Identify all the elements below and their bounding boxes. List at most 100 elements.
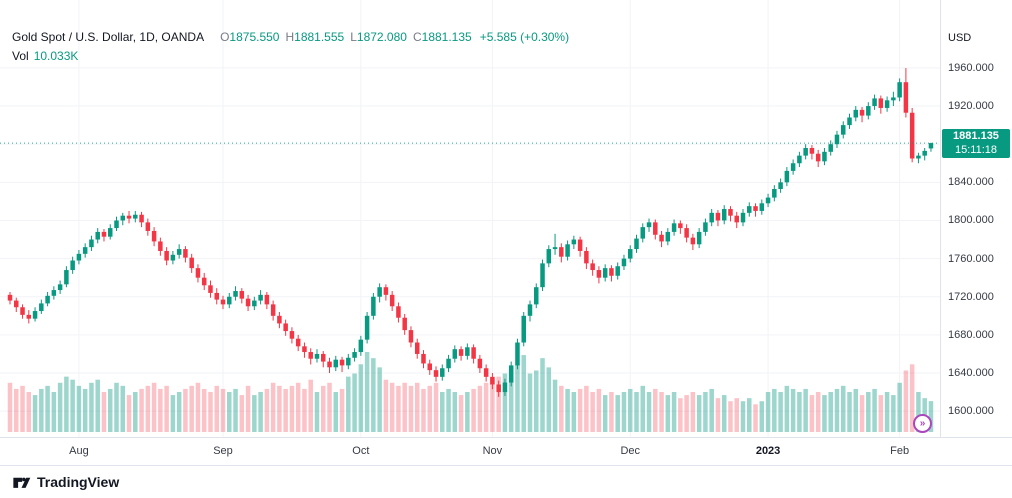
candle-body bbox=[107, 228, 113, 237]
volume-bar bbox=[465, 392, 470, 432]
footer-bar: TradingView bbox=[0, 465, 1012, 498]
candle-body bbox=[747, 206, 752, 213]
candle-body bbox=[239, 291, 245, 299]
candle-body bbox=[471, 347, 476, 359]
volume-bar bbox=[772, 388, 777, 432]
volume-bar bbox=[815, 392, 821, 432]
candle-body bbox=[665, 231, 671, 242]
time-tick-label: Sep bbox=[213, 445, 233, 457]
change-value: +5.585 (+0.30%) bbox=[479, 30, 570, 44]
volume-bar bbox=[571, 392, 577, 432]
volume-bar bbox=[289, 385, 295, 432]
candle-body bbox=[352, 352, 357, 358]
jump-to-realtime-button[interactable]: » bbox=[913, 414, 932, 433]
time-tick-label: Dec bbox=[620, 445, 641, 457]
volume-bar bbox=[396, 385, 401, 432]
volume-bar bbox=[321, 385, 326, 432]
candle-body bbox=[703, 222, 708, 232]
volume-bar bbox=[897, 382, 902, 432]
ohlc-high-value: 1881.555 bbox=[294, 30, 345, 44]
candle-body bbox=[577, 239, 583, 251]
volume-bar bbox=[220, 388, 226, 432]
candle-body bbox=[765, 197, 771, 204]
candle-body bbox=[51, 290, 57, 296]
candle-body bbox=[327, 361, 332, 368]
candle-body bbox=[364, 315, 370, 340]
candle-body bbox=[621, 258, 627, 267]
volume-bar bbox=[101, 392, 107, 432]
volume-bar bbox=[39, 388, 44, 432]
volume-bar bbox=[584, 385, 589, 432]
candle-body bbox=[26, 314, 32, 319]
candle-body bbox=[878, 98, 884, 108]
candle-body bbox=[715, 212, 721, 221]
candle-body bbox=[872, 98, 877, 107]
candle-body bbox=[659, 234, 664, 242]
candle-body bbox=[89, 239, 94, 248]
volume-bar bbox=[158, 388, 163, 432]
volume-bar bbox=[64, 376, 69, 432]
candle-body bbox=[302, 346, 307, 353]
candle-body bbox=[928, 143, 934, 149]
tradingview-logo-icon bbox=[12, 473, 31, 492]
tradingview-brand-link[interactable]: TradingView bbox=[12, 473, 119, 492]
candle-body bbox=[57, 284, 63, 291]
volume-bar bbox=[82, 388, 88, 432]
candle-body bbox=[245, 298, 251, 307]
bar-countdown: 15:11:18 bbox=[954, 144, 997, 157]
candle-body bbox=[571, 239, 577, 245]
time-tick-label: Aug bbox=[69, 445, 89, 457]
candle-body bbox=[527, 304, 533, 316]
volume-bar bbox=[377, 367, 382, 432]
legend-row-main: Gold Spot / U.S. Dollar, 1D, OANDA O1875.… bbox=[12, 28, 569, 47]
volume-bar bbox=[822, 395, 827, 432]
candlestick-chart-pane[interactable] bbox=[0, 0, 940, 437]
candle-body bbox=[772, 189, 777, 198]
candle-body bbox=[433, 370, 439, 377]
volume-bar bbox=[7, 382, 13, 432]
candle-body bbox=[208, 285, 213, 293]
volume-bar bbox=[740, 401, 746, 432]
candle-body bbox=[20, 307, 25, 315]
volume-label[interactable]: Vol bbox=[12, 49, 29, 63]
candle-body bbox=[822, 151, 827, 162]
price-tick-label: 1920.000 bbox=[948, 100, 994, 113]
volume-bar bbox=[577, 388, 583, 432]
volume-bar bbox=[502, 373, 508, 432]
candle-body bbox=[847, 117, 852, 126]
volume-bar bbox=[164, 385, 169, 432]
volume-bar bbox=[490, 379, 495, 432]
candle-body bbox=[45, 295, 50, 304]
time-axis[interactable]: Aug Sep Oct Nov Dec 2023 Feb bbox=[0, 437, 1012, 465]
volume-bar bbox=[784, 385, 790, 432]
volume-bar bbox=[508, 370, 514, 432]
volume-bar bbox=[778, 392, 783, 432]
volume-bar bbox=[183, 388, 188, 432]
volume-bar bbox=[114, 382, 119, 432]
volume-bar bbox=[346, 376, 351, 432]
volume-bar bbox=[602, 395, 608, 432]
ohlc-low-value: 1872.080 bbox=[356, 30, 407, 44]
volume-bar bbox=[715, 398, 721, 432]
candle-body bbox=[283, 323, 288, 332]
volume-bar bbox=[408, 385, 414, 432]
price-axis[interactable]: USD 1960.0001920.0001880.0001840.0001800… bbox=[940, 0, 1012, 437]
candle-body bbox=[70, 260, 75, 271]
volume-bar bbox=[866, 392, 871, 432]
symbol-title[interactable]: Gold Spot / U.S. Dollar, 1D, OANDA bbox=[12, 30, 205, 44]
price-tick-label: 1600.000 bbox=[948, 405, 994, 418]
candle-body bbox=[277, 315, 282, 324]
candle-body bbox=[696, 231, 702, 245]
candle-body bbox=[176, 249, 182, 255]
candle-body bbox=[32, 311, 38, 319]
candle-body bbox=[521, 315, 526, 343]
candle-body bbox=[565, 244, 570, 257]
last-price-badge[interactable]: 1881.135 15:11:18 bbox=[942, 129, 1010, 159]
candle-body bbox=[496, 384, 501, 393]
candle-body bbox=[640, 227, 646, 239]
volume-bar bbox=[753, 404, 758, 432]
candle-body bbox=[333, 359, 339, 368]
volume-bar bbox=[308, 379, 313, 432]
volume-bar bbox=[590, 392, 595, 432]
